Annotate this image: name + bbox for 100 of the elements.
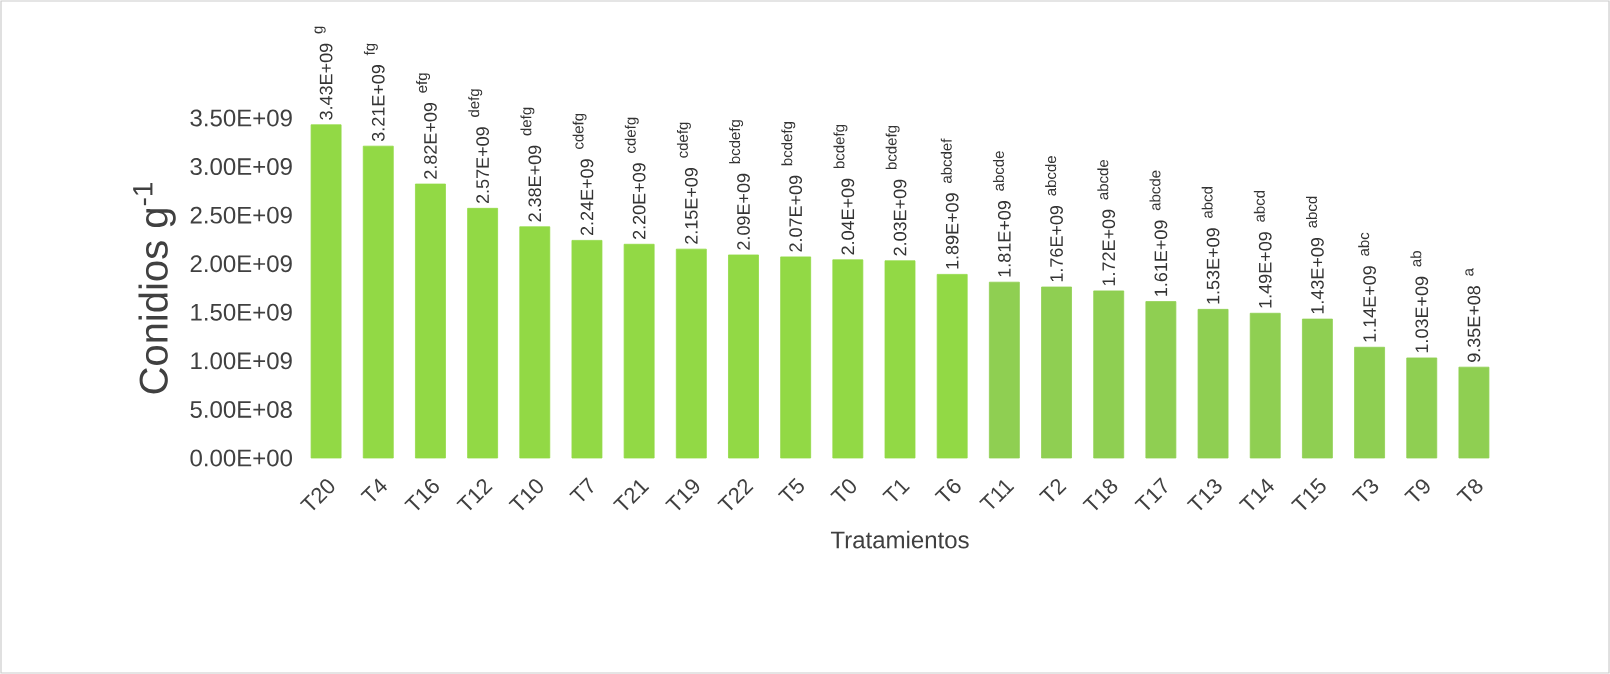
bar: [780, 256, 812, 459]
bar: [1041, 286, 1072, 459]
data-label: 1.72E+09: [1102, 209, 1116, 286]
annotation: defg: [520, 107, 535, 136]
text: fg: [363, 43, 378, 56]
text: defg: [468, 89, 483, 117]
annotation: abcde: [1045, 156, 1057, 196]
y-tick-label: 1.00E+09: [191, 352, 292, 370]
x-tick-label: T20: [299, 479, 335, 511]
x-tick-label: T9: [1404, 479, 1430, 502]
data-label: 2.38E+09: [528, 145, 542, 222]
bar: [310, 124, 342, 459]
data-label: 1.14E+09: [1363, 266, 1376, 342]
data-label: 1.81E+09: [997, 201, 1011, 277]
bar: [1145, 301, 1177, 459]
x-tick-label: T21: [612, 480, 650, 511]
bar: [467, 207, 499, 459]
data-label: 2.03E+09: [893, 179, 907, 256]
annotation: cdefg: [624, 117, 639, 153]
x-tick-label: T14: [1238, 478, 1274, 511]
data-label: 1.53E+09: [1206, 228, 1220, 304]
bar: [415, 183, 446, 459]
annotation: abcde: [1097, 159, 1109, 200]
annotation: abc: [1358, 232, 1370, 256]
annotation: bcdefg: [833, 124, 848, 169]
annotation: ab: [1410, 251, 1422, 267]
annotation: abcd: [1253, 190, 1265, 222]
x-tick-label: T1: [882, 479, 910, 502]
text: efg: [416, 73, 431, 93]
text: g: [314, 26, 326, 34]
x-tick-label: T4: [360, 478, 388, 502]
y-tick-label: 0.00E+00: [190, 449, 292, 467]
y-tick-label: 2.50E+09: [190, 206, 292, 224]
x-tick-label: T6: [934, 479, 961, 502]
x-tick-label: T16: [404, 479, 439, 511]
x-tick-label: T0: [830, 479, 856, 502]
y-tick-label: 5.00E+08: [190, 400, 292, 418]
data-label: 9.35E+08: [1467, 285, 1481, 362]
data-label: 1.03E+09: [1415, 276, 1429, 353]
data-label: 2.20E+09: [632, 163, 646, 239]
bar: [1249, 312, 1281, 459]
annotation: abcd: [1201, 187, 1213, 218]
x-tick-label: T15: [1290, 477, 1326, 511]
x-tick-label: T19: [665, 479, 700, 511]
bar: [884, 260, 916, 459]
bar: [1302, 318, 1333, 459]
x-axis-title: Tratamientos: [830, 530, 969, 549]
annotation: cdefg: [676, 122, 691, 158]
annotation: abcdef: [940, 138, 952, 183]
data-label: 2.07E+09: [789, 175, 803, 252]
x-tick-label: T8: [1456, 479, 1483, 502]
bar: [362, 145, 394, 459]
data-label: 2.15E+09: [684, 168, 698, 244]
annotation: bcdefg: [781, 122, 796, 166]
x-tick-label: T2: [1038, 479, 1067, 502]
y-tick-label: 3.50E+09: [190, 109, 292, 127]
data-label: 1.49E+09: [1258, 232, 1272, 308]
y-tick-label: 2.00E+09: [190, 255, 292, 273]
data-label: 3.21E+09: [371, 65, 385, 142]
annotation: abcd: [1306, 196, 1318, 228]
annotation: cdefg: [572, 113, 587, 149]
x-tick-label: T22: [717, 479, 754, 511]
data-label: 1.89E+09: [945, 193, 959, 269]
x-tick-label: T3: [1351, 479, 1379, 502]
x-tick-label: T11: [979, 479, 1015, 509]
data-label: 3.43E+09: [319, 43, 333, 120]
bar: [1197, 308, 1229, 459]
x-tick-label: T18: [1082, 479, 1118, 511]
bar: [1458, 366, 1490, 459]
bar: [832, 259, 864, 459]
data-label: 1.61E+09: [1154, 220, 1168, 296]
bar: [988, 281, 1020, 459]
bar: [571, 240, 603, 459]
bar: [623, 243, 655, 459]
data-label: 2.24E+09: [580, 159, 594, 236]
x-tick-label: T17: [1134, 477, 1168, 511]
bar: [675, 248, 707, 459]
annotation: a: [1465, 268, 1474, 276]
x-tick-label: T10: [508, 479, 543, 511]
bar: [1406, 357, 1438, 459]
bar: [936, 274, 968, 459]
bar: [1354, 346, 1385, 459]
data-label: 2.04E+09: [841, 178, 855, 255]
data-label: 1.43E+09: [1311, 237, 1324, 314]
data-label: 1.76E+09: [1050, 205, 1063, 282]
data-label: 2.57E+09: [476, 127, 489, 204]
y-axis-title: Conidios g$^{-1}$: [133, 182, 176, 394]
x-tick-label: T5: [777, 477, 804, 502]
bar: [1093, 290, 1125, 459]
annotation: bcdefg: [729, 120, 744, 164]
y-tick-label: 3.00E+09: [190, 158, 292, 176]
x-tick-label: T13: [1186, 479, 1222, 511]
data-label: 2.09E+09: [737, 173, 750, 250]
data-label: 2.82E+09: [424, 102, 437, 179]
annotation: abcde: [992, 151, 1004, 191]
annotation: bcdefg: [885, 125, 900, 170]
x-tick-label: T7: [569, 477, 594, 502]
bar: [728, 254, 759, 459]
x-tick-label: T12: [456, 479, 493, 511]
y-tick-label: 1.50E+09: [191, 303, 292, 321]
